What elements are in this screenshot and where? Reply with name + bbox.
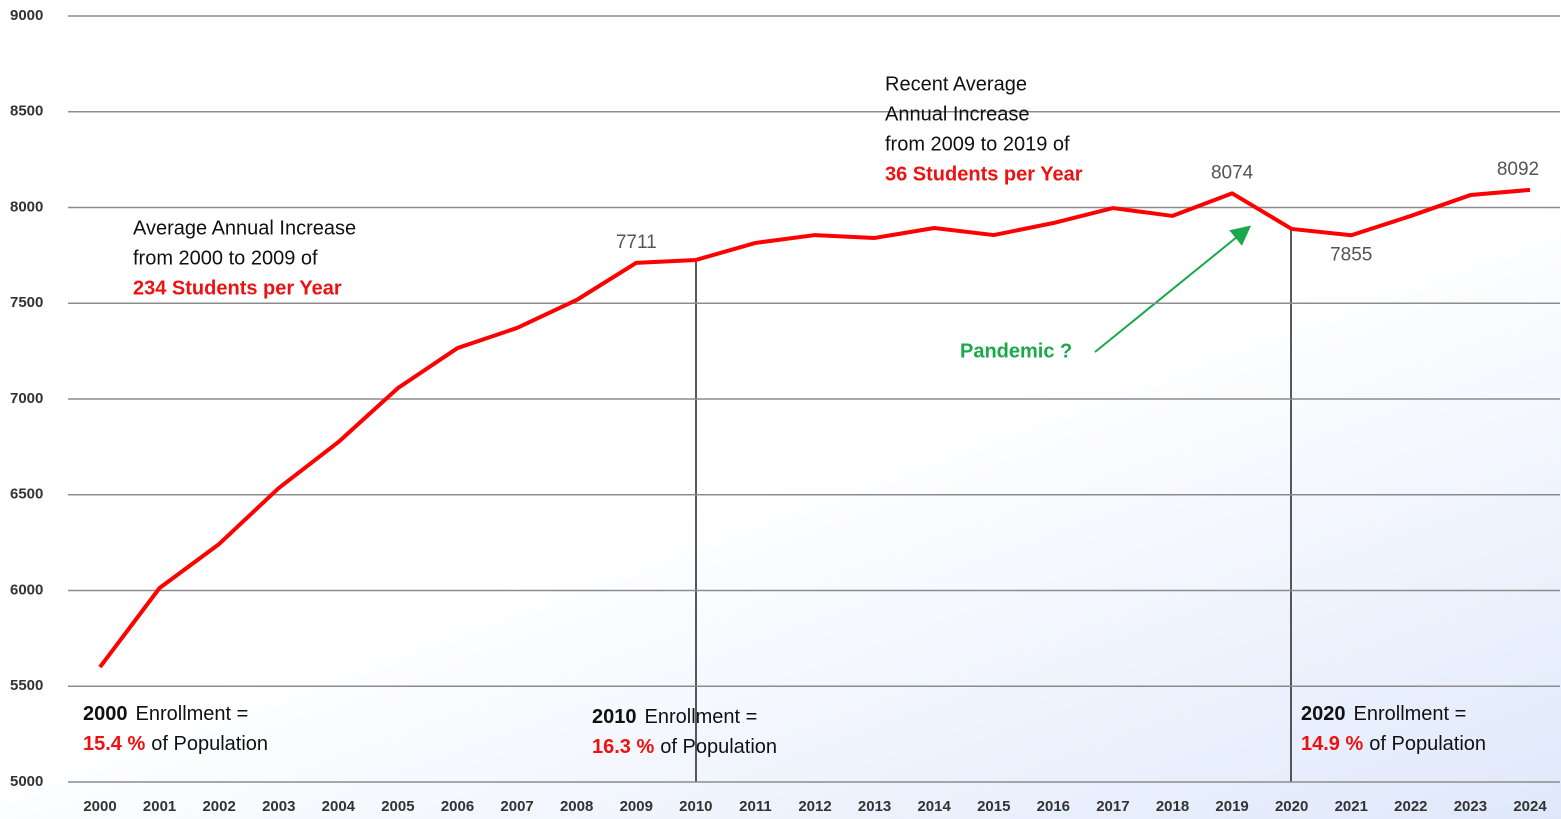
annotation-pct: 16.3 % xyxy=(592,736,654,758)
annotation-rest: of Population xyxy=(1369,733,1486,755)
annotation: from 2009 to 2019 of xyxy=(885,133,1070,155)
y-tick-label: 6000 xyxy=(10,581,43,598)
y-tick-label: 5500 xyxy=(10,677,43,694)
y-tick-label: 8000 xyxy=(10,198,43,215)
x-tick-label: 2022 xyxy=(1394,798,1427,815)
pandemic-arrow xyxy=(1094,225,1252,353)
annotation-year: 2020 xyxy=(1301,703,1346,725)
x-tick-label: 2003 xyxy=(262,798,295,815)
data-label: 8074 xyxy=(1211,162,1254,183)
x-tick-label: 2015 xyxy=(977,798,1010,815)
x-tick-label: 2001 xyxy=(143,798,176,815)
x-tick-label: 2011 xyxy=(739,798,772,815)
annotation-pct: 14.9 % xyxy=(1301,733,1363,755)
annotation: Recent Average xyxy=(885,73,1027,95)
y-tick-label: 8500 xyxy=(10,103,43,120)
annotation: 36 Students per Year xyxy=(885,163,1083,185)
data-label: 7855 xyxy=(1330,244,1372,265)
y-tick-label: 9000 xyxy=(10,7,43,24)
x-tick-label: 2007 xyxy=(500,798,533,815)
x-tick-label: 2016 xyxy=(1037,798,1070,815)
x-tick-label: 2018 xyxy=(1156,798,1189,815)
y-tick-label: 5000 xyxy=(10,773,43,790)
x-tick-label: 2008 xyxy=(560,798,593,815)
annotation-rest: of Population xyxy=(151,733,268,755)
x-tick-label: 2004 xyxy=(322,798,356,815)
data-line xyxy=(98,187,1531,669)
x-tick-label: 2010 xyxy=(679,798,712,815)
x-tick-label: 2023 xyxy=(1454,798,1487,815)
x-tick-label: 2017 xyxy=(1096,798,1129,815)
y-tick-label: 7000 xyxy=(10,390,43,407)
x-tick-label: 2013 xyxy=(858,798,891,815)
annotation: Average Annual Increase xyxy=(133,217,356,239)
data-label: 7711 xyxy=(616,232,657,253)
annotation-year: 2000 xyxy=(83,703,128,725)
annotation-text: Enrollment = xyxy=(136,703,249,725)
annotation: 14.9 % of Population xyxy=(1301,733,1486,755)
annotation: 16.3 % of Population xyxy=(592,736,777,758)
x-tick-label: 2014 xyxy=(917,798,951,815)
annotation: 2020 Enrollment = xyxy=(1301,703,1466,725)
data-label: 8092 xyxy=(1497,159,1539,180)
x-tick-label: 2012 xyxy=(798,798,831,815)
annotation-rest: of Population xyxy=(660,736,777,758)
x-tick-label: 2009 xyxy=(620,798,653,815)
x-tick-label: 2024 xyxy=(1513,798,1547,815)
annotation-year: 2010 xyxy=(592,706,637,728)
x-tick-label: 2020 xyxy=(1275,798,1308,815)
annotation-pct: 15.4 % xyxy=(83,733,145,755)
x-tick-label: 2002 xyxy=(202,798,235,815)
x-tick-label: 2000 xyxy=(83,798,116,815)
annotation: Annual Increase xyxy=(885,103,1030,125)
x-tick-label: 2021 xyxy=(1335,798,1368,815)
x-tick-label: 2019 xyxy=(1215,798,1248,815)
x-tick-label: 2005 xyxy=(381,798,414,815)
annotation: 2000 Enrollment = xyxy=(83,703,248,725)
y-tick-label: 7500 xyxy=(10,294,43,311)
annotation: 234 Students per Year xyxy=(133,277,342,299)
annotation: Pandemic ? xyxy=(960,340,1072,362)
annotation: 15.4 % of Population xyxy=(83,733,268,755)
annotation-text: Enrollment = xyxy=(1354,703,1467,725)
annotation-text: Enrollment = xyxy=(645,706,758,728)
annotation: from 2000 to 2009 of xyxy=(133,247,318,269)
y-tick-label: 6500 xyxy=(10,486,43,503)
annotation: 2010 Enrollment = xyxy=(592,706,757,728)
x-tick-label: 2006 xyxy=(441,798,474,815)
